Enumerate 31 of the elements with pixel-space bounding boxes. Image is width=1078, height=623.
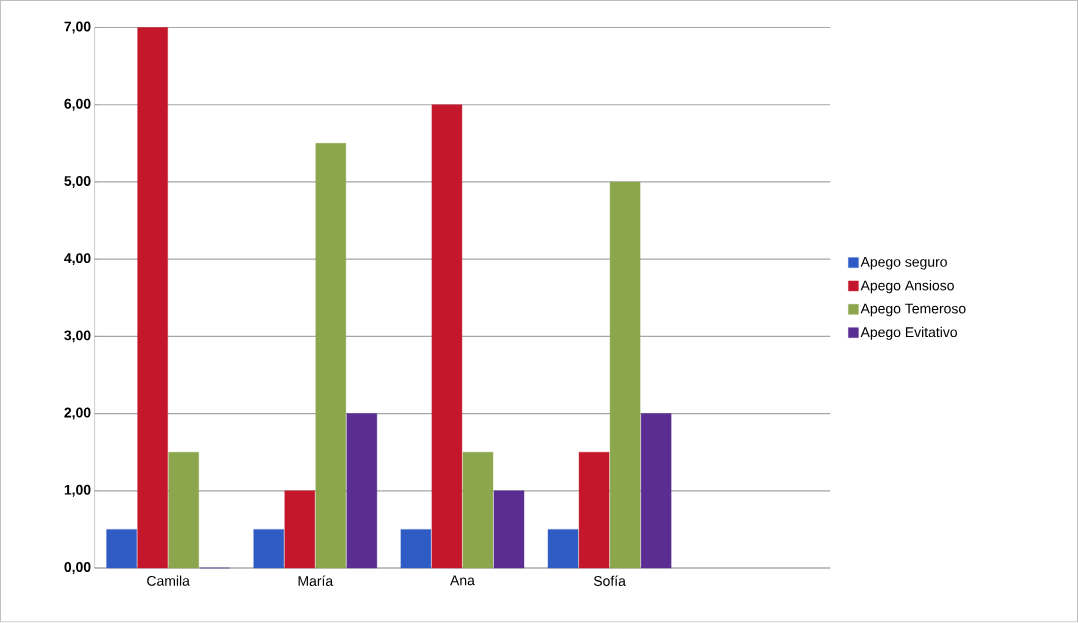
legend-label: Apego Temeroso bbox=[860, 303, 966, 317]
y-tick-label: 7,00 bbox=[64, 21, 91, 34]
y-tick-label: 2,00 bbox=[64, 407, 91, 420]
bar bbox=[284, 490, 315, 569]
y-tick-label: 0,00 bbox=[64, 562, 91, 575]
x-tick-label: Sofía bbox=[593, 575, 626, 587]
bar bbox=[137, 27, 168, 569]
bar bbox=[168, 452, 199, 569]
bar bbox=[547, 529, 579, 569]
bar bbox=[578, 452, 610, 569]
x-tick-label: María bbox=[298, 575, 334, 587]
legend-label: Apego seguro bbox=[860, 257, 947, 270]
bar bbox=[106, 529, 137, 569]
bar bbox=[315, 143, 347, 569]
legend-label: Apego Evitativo bbox=[860, 327, 957, 341]
y-tick-label: 6,00 bbox=[64, 98, 91, 111]
legend-label: Apego Ansioso bbox=[860, 280, 954, 294]
bar bbox=[609, 181, 641, 569]
bar bbox=[462, 452, 494, 569]
y-tick-label: 3,00 bbox=[64, 330, 91, 343]
x-tick-label: Camila bbox=[147, 575, 190, 587]
bar bbox=[640, 413, 672, 569]
bar bbox=[400, 529, 432, 569]
bar bbox=[253, 529, 284, 569]
bar bbox=[431, 104, 463, 569]
y-tick-label: 5,00 bbox=[64, 176, 91, 189]
bar bbox=[493, 490, 525, 569]
y-tick-label: 4,00 bbox=[64, 253, 91, 266]
bar bbox=[346, 413, 378, 569]
y-tick-label: 1,00 bbox=[64, 485, 91, 497]
x-tick-label: Ana bbox=[450, 575, 475, 586]
